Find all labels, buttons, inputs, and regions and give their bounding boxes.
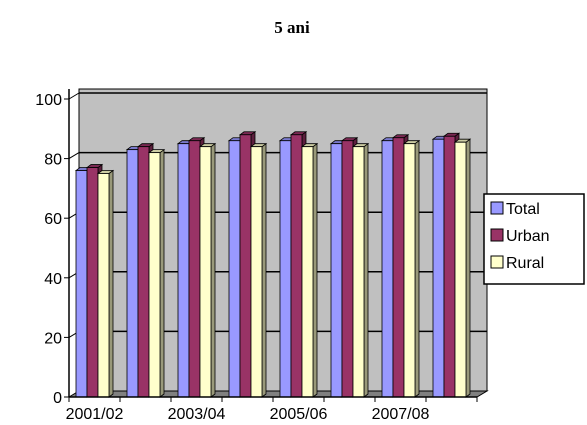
x-tick-label: 2003/04 bbox=[168, 406, 226, 423]
legend-label-urban: Urban bbox=[506, 228, 550, 245]
bar-front bbox=[330, 143, 343, 398]
legend-swatch-urban bbox=[490, 228, 504, 242]
bar-front bbox=[86, 167, 99, 398]
bar-front bbox=[228, 140, 241, 398]
gridline-side bbox=[68, 92, 80, 100]
bar-rural bbox=[402, 139, 421, 398]
axes: 0 20 40 60 80 100 2001/02 2003/04 2005/06 2007/08 bbox=[35, 89, 478, 423]
bar-front bbox=[290, 134, 303, 398]
y-tick-label: 40 bbox=[44, 271, 62, 288]
bar-front bbox=[188, 140, 201, 398]
y-tick-label: 60 bbox=[44, 211, 62, 228]
bar-front bbox=[250, 146, 263, 398]
bar-side bbox=[210, 142, 216, 398]
legend-label-rural: Rural bbox=[506, 255, 544, 272]
bar-front bbox=[97, 173, 110, 398]
bar-front bbox=[403, 143, 416, 398]
bar-rural bbox=[300, 142, 319, 398]
bar-side bbox=[363, 142, 369, 398]
bar-front bbox=[352, 146, 365, 398]
bar-side bbox=[414, 139, 420, 398]
bar-side bbox=[261, 142, 267, 398]
legend: Total Urban Rural bbox=[483, 193, 585, 285]
y-tick-label: 100 bbox=[35, 92, 62, 109]
bar-side bbox=[159, 148, 165, 398]
bars bbox=[74, 130, 472, 398]
bar-front bbox=[443, 135, 456, 398]
bar-front bbox=[341, 140, 354, 398]
bar-front bbox=[454, 141, 467, 398]
bar-rural bbox=[96, 169, 115, 398]
chart-title: 5 ani bbox=[274, 18, 310, 37]
bar-front bbox=[432, 138, 445, 398]
bar-side bbox=[108, 169, 114, 398]
bar-front bbox=[239, 134, 252, 398]
bar-front bbox=[392, 137, 405, 398]
bar-front bbox=[381, 140, 394, 398]
y-tick-label: 80 bbox=[44, 152, 62, 169]
legend-swatch-total bbox=[490, 201, 504, 215]
legend-swatch-rural bbox=[490, 255, 504, 269]
bar-side bbox=[465, 138, 471, 398]
x-tick-label: 2005/06 bbox=[270, 406, 328, 423]
bar-front bbox=[75, 170, 88, 398]
x-tick-label: 2001/02 bbox=[66, 406, 124, 423]
y-tick-label: 0 bbox=[53, 390, 62, 407]
legend-label-total: Total bbox=[506, 201, 540, 218]
plot-area: 0 20 40 60 80 100 2001/02 2003/04 2005/06 2007/08 bbox=[35, 88, 489, 423]
bar-rural bbox=[198, 142, 217, 398]
bar-rural bbox=[351, 142, 370, 398]
bar-rural bbox=[147, 148, 166, 398]
bar-rural bbox=[453, 138, 472, 398]
bar-front bbox=[177, 143, 190, 398]
bar-front bbox=[199, 146, 212, 398]
x-tick-label: 2007/08 bbox=[372, 406, 430, 423]
bar-front bbox=[126, 149, 139, 398]
y-tick-label: 20 bbox=[44, 330, 62, 347]
bar-side bbox=[312, 142, 318, 398]
bar-front bbox=[301, 146, 314, 398]
bar-front bbox=[148, 152, 161, 398]
bar-front bbox=[279, 140, 292, 398]
bar-front bbox=[137, 146, 150, 398]
bar-rural bbox=[249, 142, 268, 398]
gridline-side bbox=[68, 152, 80, 160]
